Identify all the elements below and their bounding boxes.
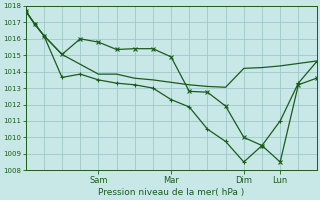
X-axis label: Pression niveau de la mer( hPa ): Pression niveau de la mer( hPa ) <box>98 188 244 197</box>
